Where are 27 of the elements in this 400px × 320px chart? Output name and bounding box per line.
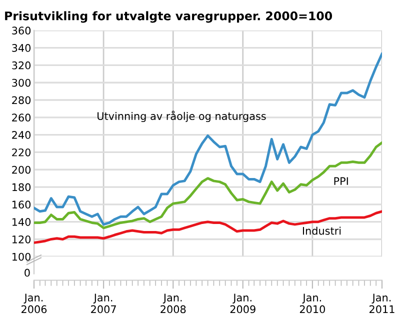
x-tick-label: Jan. 2009	[230, 294, 256, 314]
y-tick-label: 160	[12, 200, 31, 209]
y-tick-label: 280	[12, 96, 31, 104]
y-tick-label: 140	[12, 218, 31, 226]
line-series	[34, 52, 382, 226]
y-tick-label: 100	[12, 252, 31, 261]
y-tick-label: 120	[12, 235, 31, 244]
y-tick-label: 260	[12, 114, 31, 122]
y-tick-label: 220	[12, 148, 31, 156]
y-tick-label: 340	[12, 44, 31, 52]
text: 0	[24, 268, 30, 277]
series-label: PPI	[334, 177, 348, 185]
x-tick-label: Jan. 2011	[370, 294, 394, 314]
line-series	[34, 210, 382, 244]
x-tick-label: Jan. 2008	[160, 294, 186, 314]
x-tick-label: Jan. 2007	[91, 294, 116, 314]
x-tick-label: Jan. 2006	[22, 294, 47, 314]
y-tick-label: 360	[12, 26, 31, 35]
y-tick-label: 320	[12, 61, 31, 70]
chart-title: Prisutvikling for utvalgte varegrupper. 2000=100	[5, 11, 332, 23]
y-tick-label: 180	[12, 183, 31, 192]
y-tick-label: 200	[12, 166, 31, 174]
x-tick-label: Jan. 2010	[300, 294, 325, 314]
series-label: Utvinning av råolje og naturgass	[98, 110, 266, 122]
series-label: Industri	[302, 226, 341, 235]
y-tick-label: 240	[12, 131, 31, 139]
y-tick-label: 300	[12, 78, 31, 87]
